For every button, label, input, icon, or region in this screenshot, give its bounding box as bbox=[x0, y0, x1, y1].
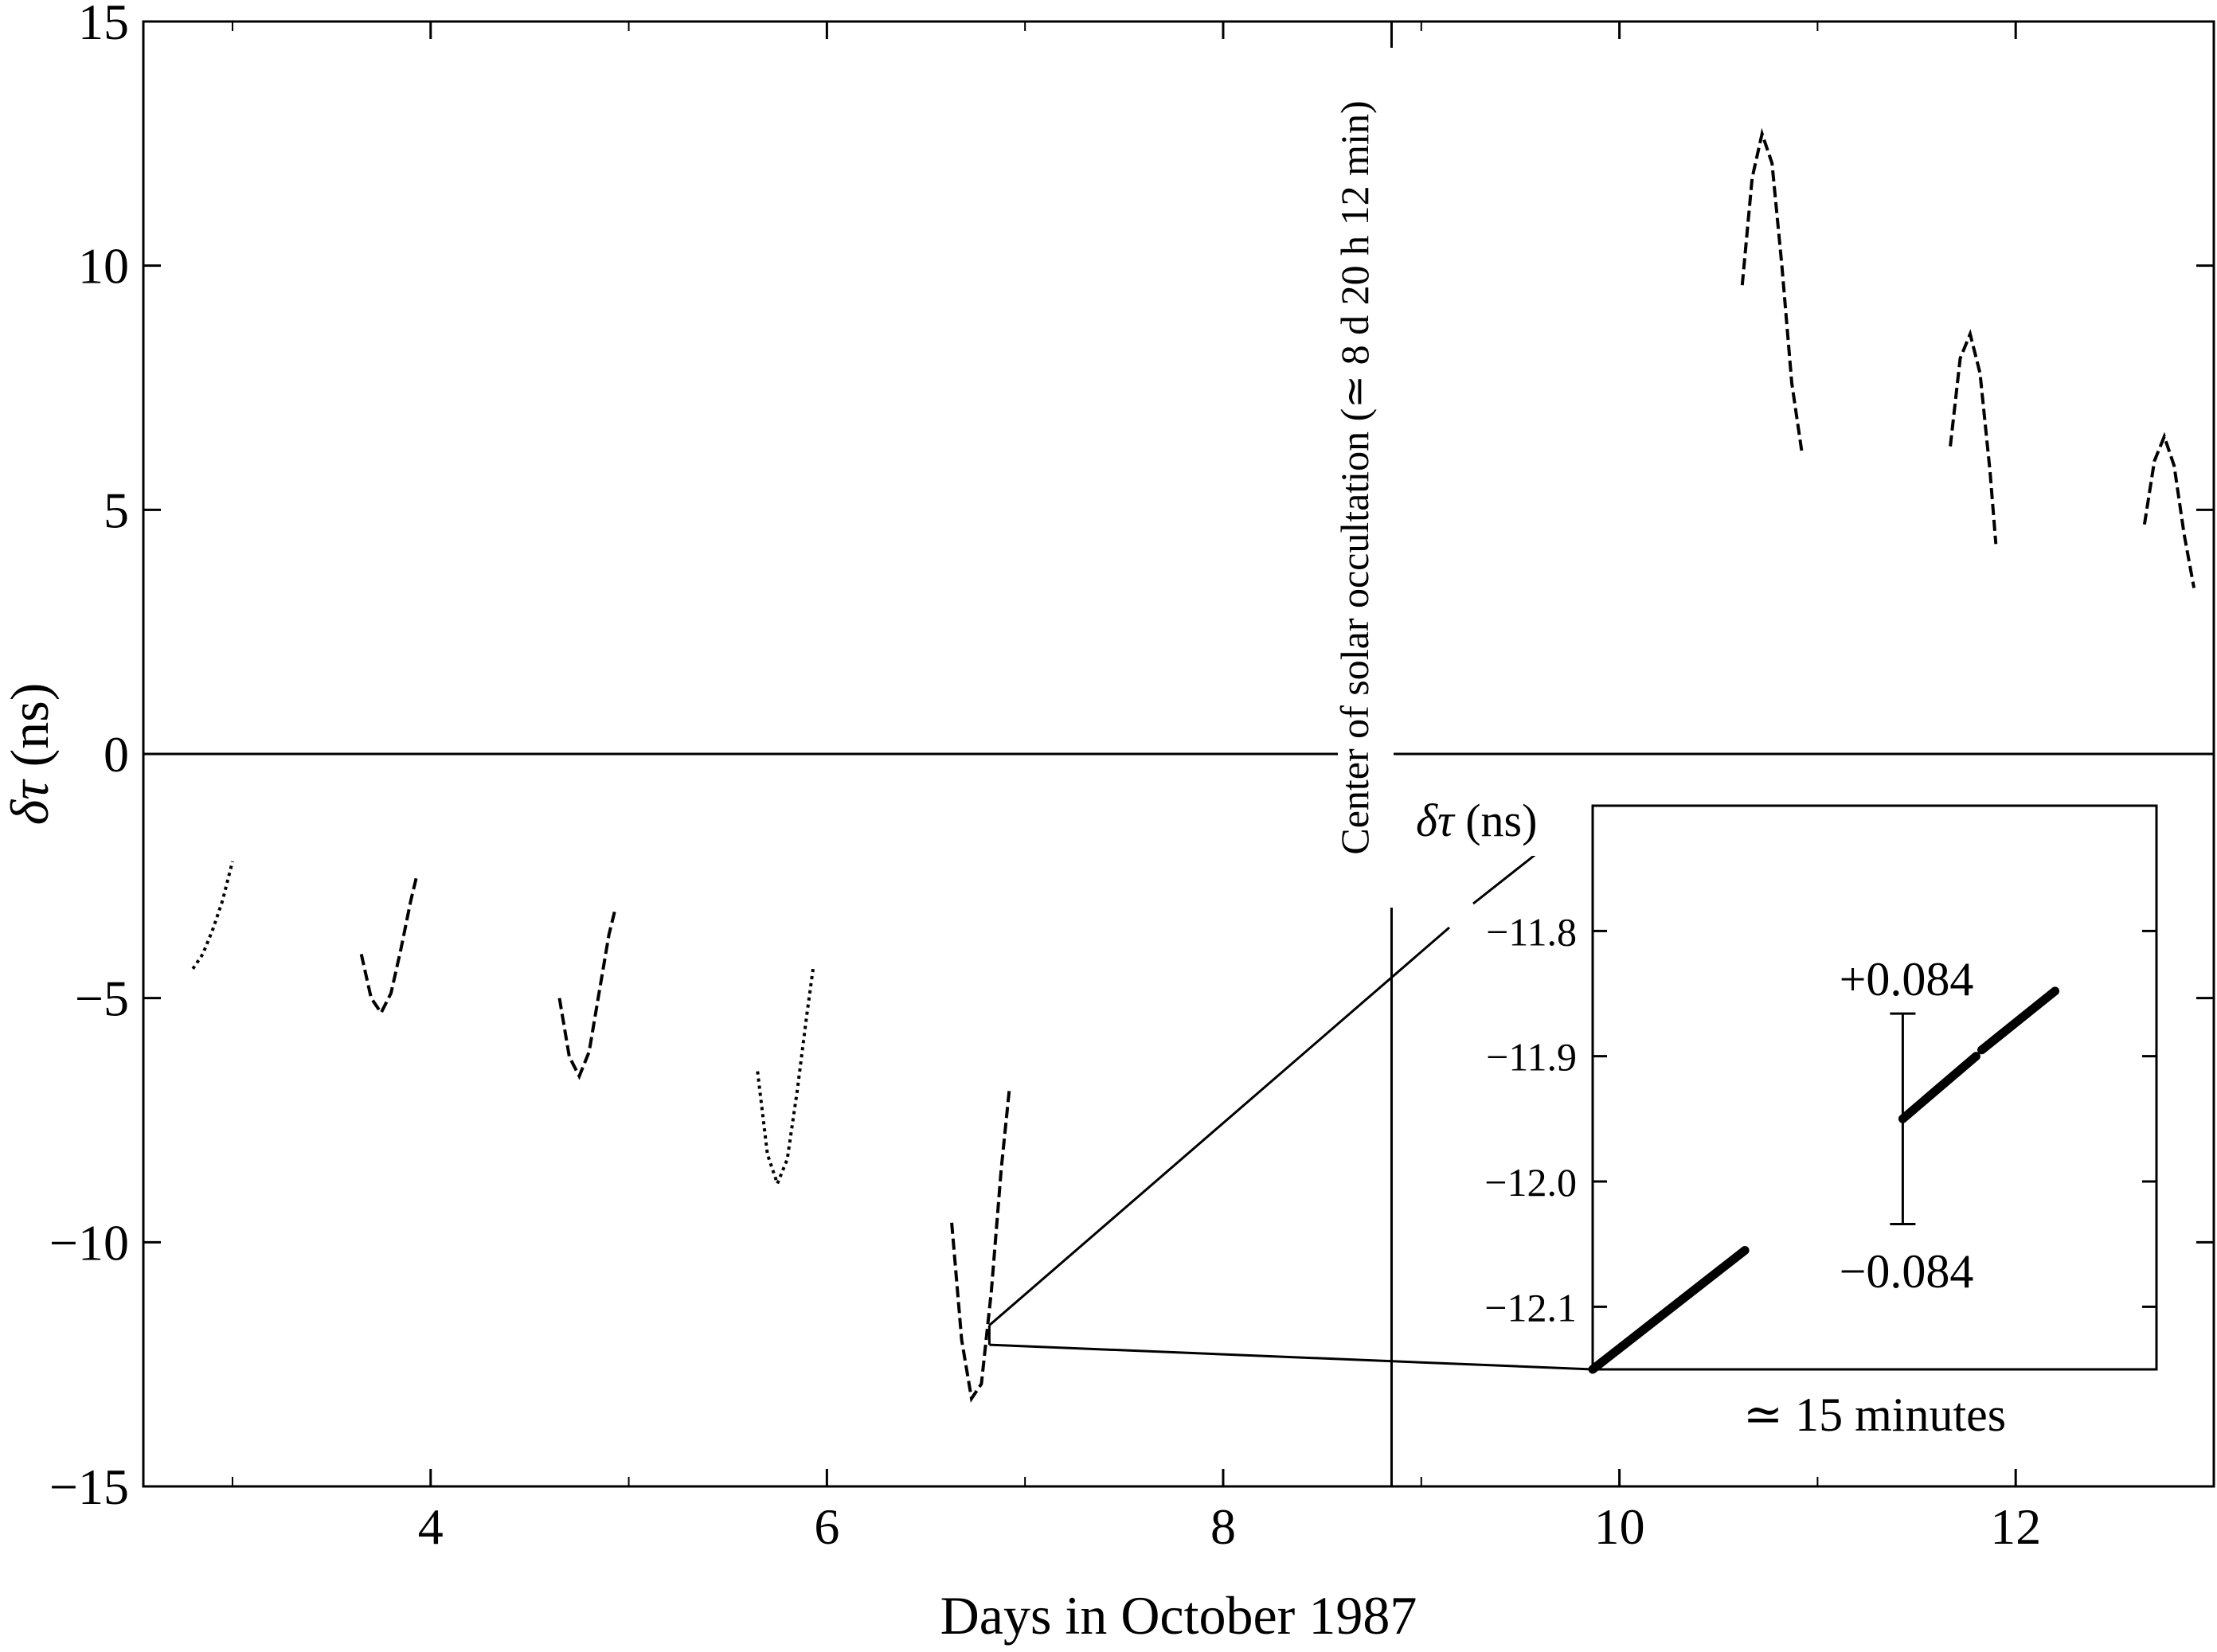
data-segment-1 bbox=[191, 861, 234, 971]
inset-y-tick-label: −11.9 bbox=[1486, 1035, 1577, 1080]
inset-y-tick-label: −12.0 bbox=[1484, 1160, 1577, 1205]
inset-ylabel-bg bbox=[1410, 792, 1585, 856]
occultation-label-bg bbox=[1338, 48, 1394, 908]
data-segment-5 bbox=[950, 1090, 1011, 1403]
y-tick-label: 0 bbox=[104, 726, 129, 783]
data-segment-8 bbox=[2142, 432, 2196, 588]
x-tick-label: 10 bbox=[1594, 1498, 1645, 1555]
inset-data-series bbox=[1588, 986, 2060, 1374]
errorbar-plus-label: +0.084 bbox=[1840, 953, 1974, 1006]
occultation-label: Center of solar occultation (≃ 8 d 20 h … bbox=[1332, 100, 1377, 854]
x-tick-label: 12 bbox=[1990, 1498, 2041, 1555]
x-tick-label: 6 bbox=[814, 1498, 839, 1555]
zoom-line-lower bbox=[989, 1343, 1593, 1371]
inset-data-segment-2 bbox=[1898, 1052, 1980, 1123]
x-axis-label: Days in October 1987 bbox=[940, 1585, 1417, 1646]
y-axis-label-symbol: δτ bbox=[0, 779, 60, 826]
x-tick-label: 8 bbox=[1210, 1498, 1236, 1555]
data-segment-4 bbox=[756, 968, 815, 1189]
inset-group: −11.8 −11.9 −12.0 −12.1 bbox=[1484, 804, 2158, 1374]
inset-y-tick-label: −11.8 bbox=[1486, 909, 1577, 954]
inset-y-label-symbol: δτ bbox=[1416, 795, 1456, 846]
inset-data-segment-1 bbox=[1588, 1246, 1750, 1374]
inset-panel bbox=[1591, 804, 2158, 1371]
errorbar-minus-label: −0.084 bbox=[1840, 1245, 1974, 1298]
data-segment-6 bbox=[1740, 127, 1804, 451]
inset-data-segment-3 bbox=[1977, 986, 2060, 1055]
zoom-line-upper bbox=[988, 926, 1450, 1326]
y-axis-ticks: −15 −10 −5 0 5 10 15 bbox=[49, 0, 2214, 1515]
y-tick-label: −15 bbox=[49, 1459, 129, 1515]
inset-y-label: δτ (ns) bbox=[1416, 795, 1537, 846]
y-tick-label: 10 bbox=[78, 238, 129, 295]
inset-y-ticks: −11.8 −11.9 −12.0 −12.1 bbox=[1484, 909, 2156, 1330]
y-tick-label: −10 bbox=[49, 1214, 129, 1271]
inset-x-label: ≃ 15 minutes bbox=[1743, 1388, 2006, 1441]
data-segment-2 bbox=[359, 875, 419, 1017]
y-tick-label: 5 bbox=[104, 482, 129, 538]
y-tick-label: −5 bbox=[75, 971, 129, 1027]
data-segment-3 bbox=[557, 909, 617, 1080]
x-tick-label: 4 bbox=[418, 1498, 444, 1555]
inset-y-tick-label: −12.1 bbox=[1484, 1285, 1577, 1330]
inset-y-label-unit: (ns) bbox=[1454, 795, 1538, 846]
data-segment-7 bbox=[1949, 329, 1998, 545]
data-series bbox=[191, 127, 2196, 1403]
occultation-marker bbox=[1338, 21, 1394, 1486]
x-axis-ticks: 4 6 8 10 12 bbox=[231, 21, 2041, 1555]
y-axis-label: δτ (ns) bbox=[0, 683, 60, 826]
y-tick-label: 15 bbox=[78, 0, 129, 50]
y-axis-label-unit: (ns) bbox=[0, 683, 60, 781]
